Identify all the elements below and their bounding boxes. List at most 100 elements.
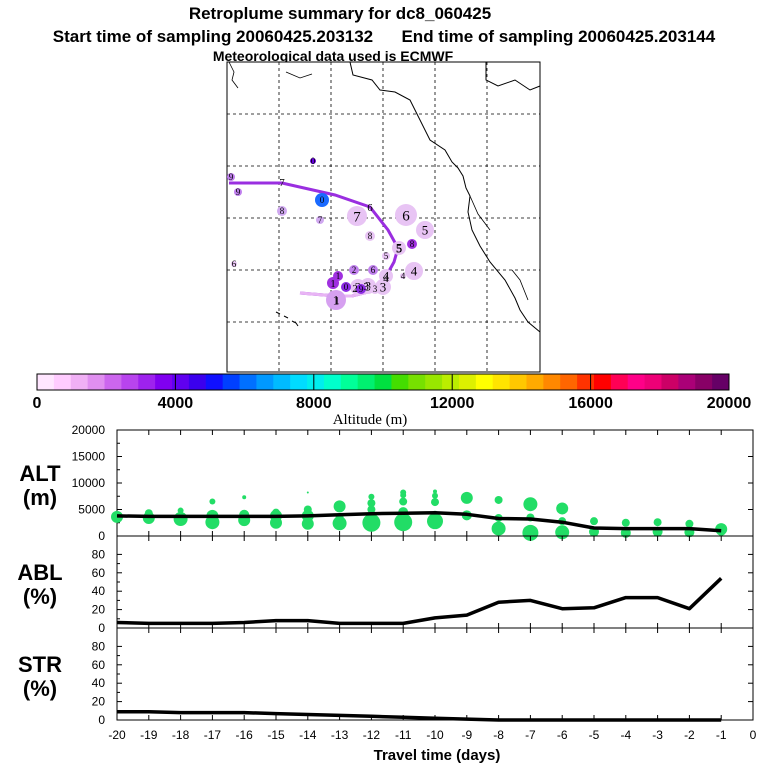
x-tick-label: -14 [299, 728, 317, 742]
x-tick-label: -18 [172, 728, 190, 742]
map-markers: 1233445567788990061564321098 [227, 156, 434, 310]
map-plume-marker [379, 269, 393, 283]
y-tick-label: 20 [92, 603, 106, 617]
colorbar-tick-label: 0 [33, 395, 42, 412]
x-tick-label: -11 [395, 728, 412, 742]
map-plume-marker [234, 188, 242, 196]
colorbar-cell [239, 374, 257, 390]
coastline-north [485, 62, 541, 91]
map-plume-marker [382, 252, 390, 260]
map-marker-label: 5 [396, 241, 403, 256]
x-tick-label: -16 [236, 728, 254, 742]
coastline [349, 61, 541, 333]
y-tick-label: 0 [98, 529, 105, 543]
alt-scatter-point [432, 492, 438, 499]
colorbar-cell [627, 374, 646, 390]
colorbar-cell [138, 374, 156, 390]
colorbar-cell [188, 374, 207, 390]
map-graticule [227, 62, 540, 372]
map-marker-label: 5 [384, 251, 389, 261]
colorbar-cell [712, 374, 730, 390]
map-plume-marker [395, 204, 417, 226]
y-tick-label: 15000 [72, 450, 106, 464]
x-tick-label: 0 [750, 728, 757, 742]
map-marker-label: 4 [383, 269, 390, 284]
map-marker-label: 4 [411, 264, 418, 279]
panel-frame [116, 627, 754, 721]
alt-scatter-point [494, 495, 503, 504]
map-marker-label: 1 [330, 278, 336, 290]
x-tick-label: -10 [426, 728, 444, 742]
y-tick-label: 10000 [72, 476, 106, 490]
figure-title: Retroplume summary for dc8_060425 [189, 4, 491, 23]
map-marker-label: 3 [373, 284, 378, 294]
map-marker-label: 0 [320, 195, 325, 205]
colorbar-cell [340, 374, 359, 390]
alt-scatter-point [491, 521, 506, 536]
x-axis-label: Travel time (days) [374, 747, 501, 764]
alt-scatter-point [306, 491, 309, 494]
alt-panel: 20000 15000 10000 5000 0 ALT(m) [19, 423, 754, 543]
map-marker-label: 6 [371, 265, 376, 275]
map-marker-label: 2 [352, 265, 357, 275]
map-marker-label: 9 [236, 187, 241, 197]
colorbar-cell [526, 374, 544, 390]
alt-scatter-point [399, 497, 408, 506]
map-plume-marker [392, 241, 406, 255]
alt-scatter-point [460, 491, 473, 504]
alt-scatter-point [173, 512, 188, 527]
colorbar-cell [610, 374, 629, 390]
map-plume-marker [405, 262, 423, 280]
map-marker-label: 9 [359, 284, 364, 294]
colorbar-cell [425, 374, 443, 390]
colorbar-cell [155, 374, 173, 390]
y-tick-label: 40 [92, 584, 106, 598]
alt-scatter-point [433, 489, 437, 494]
hawaii-islands [275, 311, 299, 327]
colorbar-tick-label: 20000 [707, 395, 752, 412]
map-marker-label: 5 [422, 223, 429, 238]
map-plume-marker [416, 221, 434, 239]
x-tick-label: -9 [461, 728, 472, 742]
y-tick-label: 20000 [72, 423, 106, 437]
map-marker-label: 3 [365, 279, 372, 294]
panel-frame [116, 535, 754, 629]
alt-scatter-point [400, 489, 407, 496]
colorbar-cell [273, 374, 291, 390]
map-path-label: 1 [334, 295, 340, 307]
y-tick-label: 40 [92, 676, 106, 690]
colorbar-cell [644, 374, 662, 390]
coastline-islands [228, 61, 313, 89]
map-plume-marker [407, 239, 417, 249]
panel-ylabel-unit: (m) [23, 485, 57, 510]
alt-scatter-point [427, 513, 443, 530]
alt-scatter-point [394, 513, 413, 532]
map-path-label: 2 [352, 283, 358, 295]
map-plume-marker [400, 273, 406, 279]
map-plume-marker [231, 261, 237, 267]
map-marker-label: 0 [344, 282, 349, 292]
colorbar-cell [475, 374, 494, 390]
colorbar-cell [543, 374, 561, 390]
colorbar-cell [509, 374, 527, 390]
panel-ylabel: STR [18, 652, 62, 677]
x-tick-label: -1 [716, 728, 727, 742]
x-tick-label: -7 [525, 728, 536, 742]
y-tick-label: 60 [92, 566, 106, 580]
colorbar-cell [256, 374, 274, 390]
colorbar-cell [121, 374, 139, 390]
map-plume-marker [326, 290, 346, 310]
map-marker-label: 3 [380, 280, 387, 295]
alt-scatter-point [522, 524, 539, 541]
colorbar-cell [695, 374, 713, 390]
coastline-detail [469, 195, 529, 301]
colorbar-cell [172, 374, 190, 390]
map-plume-marker [227, 173, 235, 181]
x-tick-label: -2 [684, 728, 695, 742]
x-tick-label: -12 [363, 728, 381, 742]
colorbar-cell [408, 374, 426, 390]
alt-scatter-point [333, 500, 346, 513]
colorbar-cell [442, 374, 460, 390]
x-tick-label: -20 [108, 728, 126, 742]
